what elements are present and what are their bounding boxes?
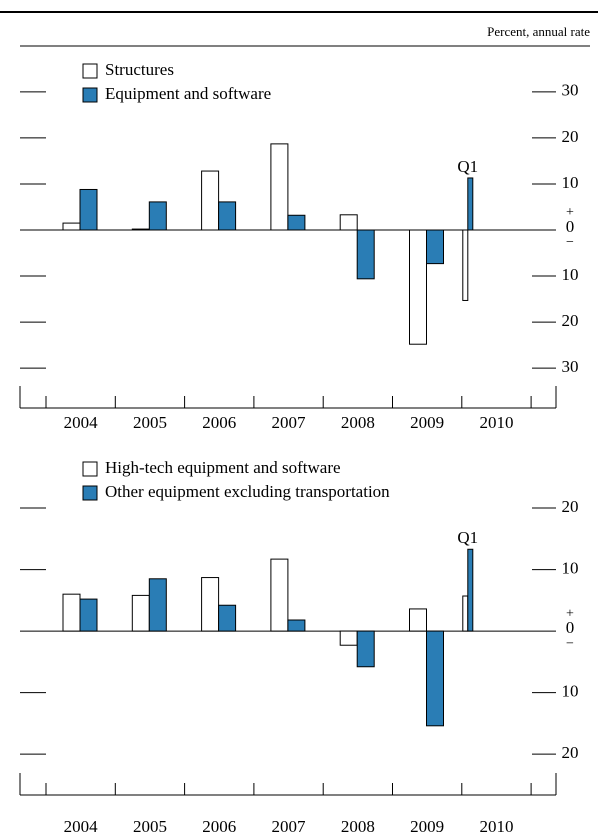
legend-swatch bbox=[82, 87, 98, 103]
legend-label: Equipment and software bbox=[105, 84, 271, 103]
legend-label: Structures bbox=[105, 60, 174, 79]
bar bbox=[356, 229, 375, 280]
bar bbox=[131, 594, 150, 632]
zero-sign: + bbox=[566, 205, 574, 220]
bar bbox=[287, 214, 306, 231]
x-tick-label: 2010 bbox=[479, 817, 513, 836]
bar bbox=[62, 222, 81, 231]
bar bbox=[148, 578, 167, 632]
y-tick-label: 20 bbox=[562, 743, 579, 762]
x-tick-label: 2006 bbox=[202, 413, 236, 432]
bar bbox=[467, 548, 474, 632]
zero-sign: − bbox=[566, 636, 574, 651]
bar bbox=[270, 558, 289, 632]
bar bbox=[218, 201, 237, 231]
legend-swatch bbox=[82, 461, 98, 477]
bar bbox=[62, 593, 81, 632]
bar bbox=[270, 143, 289, 231]
y-tick-label: 0 bbox=[566, 618, 575, 637]
legend-swatch bbox=[82, 63, 98, 79]
y-tick-label: 20 bbox=[562, 497, 579, 516]
y-tick-label: 30 bbox=[562, 81, 579, 100]
y-tick-label: 10 bbox=[562, 681, 579, 700]
zero-sign: + bbox=[566, 606, 574, 621]
bar bbox=[426, 229, 444, 265]
y-tick-label: 10 bbox=[562, 265, 579, 284]
x-tick-label: 2009 bbox=[410, 413, 444, 432]
bar bbox=[201, 577, 220, 632]
x-tick-label: 2007 bbox=[272, 817, 307, 836]
bar bbox=[426, 630, 444, 727]
bar bbox=[79, 598, 98, 632]
x-tick-label: 2008 bbox=[341, 413, 375, 432]
units-label: Percent, annual rate bbox=[487, 24, 590, 39]
y-tick-label: 10 bbox=[562, 173, 579, 192]
y-tick-label: 20 bbox=[562, 127, 579, 146]
x-tick-label: 2006 bbox=[202, 817, 236, 836]
y-tick-label: 0 bbox=[566, 217, 575, 236]
x-tick-label: 2007 bbox=[272, 413, 307, 432]
bar bbox=[339, 214, 358, 231]
bar bbox=[409, 229, 427, 345]
x-tick-label: 2008 bbox=[341, 817, 375, 836]
x-tick-label: 2005 bbox=[133, 817, 167, 836]
bar bbox=[462, 595, 469, 632]
bar bbox=[79, 188, 98, 231]
x-tick-label: 2004 bbox=[64, 413, 99, 432]
y-tick-label: 30 bbox=[562, 357, 579, 376]
legend-label: Other equipment excluding transportation bbox=[105, 482, 390, 501]
x-tick-label: 2005 bbox=[133, 413, 167, 432]
annotation: Q1 bbox=[457, 528, 478, 547]
bar bbox=[218, 604, 237, 632]
x-tick-label: 2009 bbox=[410, 817, 444, 836]
bar bbox=[467, 177, 474, 231]
bar bbox=[356, 630, 375, 668]
bar bbox=[462, 229, 469, 301]
zero-sign: − bbox=[566, 235, 574, 250]
y-tick-label: 20 bbox=[562, 311, 579, 330]
x-tick-label: 2004 bbox=[64, 817, 99, 836]
x-tick-label: 2010 bbox=[479, 413, 513, 432]
legend-swatch bbox=[82, 485, 98, 501]
bar bbox=[201, 170, 220, 231]
annotation: Q1 bbox=[457, 157, 478, 176]
legend-label: High-tech equipment and software bbox=[105, 458, 341, 477]
bar bbox=[287, 619, 306, 632]
bar bbox=[148, 201, 167, 231]
bar bbox=[339, 630, 358, 646]
bar bbox=[409, 608, 427, 632]
y-tick-label: 10 bbox=[562, 558, 579, 577]
bar bbox=[131, 228, 150, 231]
